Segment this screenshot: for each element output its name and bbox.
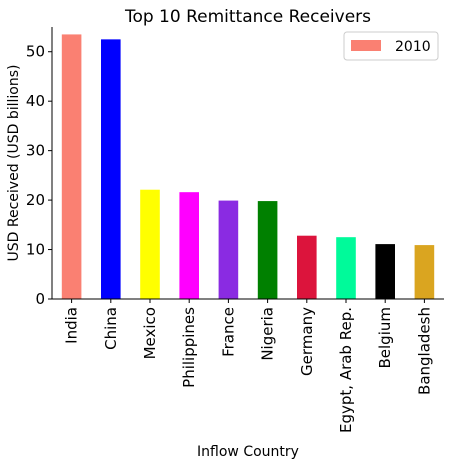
y-tick-label: 30 [26,142,45,160]
bar-china [101,39,121,299]
bar-egypt-arab-rep [336,237,356,299]
x-tick-label: China [102,307,120,350]
x-tick-label: Nigeria [259,307,277,361]
bars-group [61,34,435,299]
bar-nigeria [257,201,278,299]
y-tick-label: 40 [26,92,45,110]
bar-belgium [375,244,395,299]
y-tick-label: 20 [26,191,45,209]
x-tick-label: Bangladesh [415,307,433,395]
bar-mexico [140,189,160,299]
legend: 2010 [343,31,439,61]
x-tick-label: France [219,307,237,357]
x-tick-label: Philippines [180,307,198,388]
y-tick-label: 50 [26,43,45,61]
bar-india [61,34,82,299]
y-tick-label: 0 [35,290,45,308]
bar-philippines [179,192,199,299]
y-axis-ticks: 0 10 20 30 40 50 [26,43,52,308]
x-axis-ticks: India China Mexico Philippines France Nigeria… [63,299,433,433]
x-tick-label: India [63,307,81,344]
chart-title: Top 10 Remittance Receivers [124,7,371,27]
x-tick-label: Germany [298,307,316,376]
y-axis-label: USD Received (USD billions) [6,65,22,262]
y-tick-label: 10 [26,241,45,259]
legend-frame [343,31,439,61]
legend-swatch [351,40,381,51]
x-axis-label: Inflow Country [197,444,299,460]
x-tick-label: Egypt, Arab Rep. [337,307,355,433]
x-tick-label: Belgium [376,307,394,369]
bar-france [218,200,239,299]
bar-germany [297,235,317,299]
x-tick-label: Mexico [141,307,159,359]
bar-bangladesh [414,245,435,299]
legend-label: 2010 [395,39,431,55]
